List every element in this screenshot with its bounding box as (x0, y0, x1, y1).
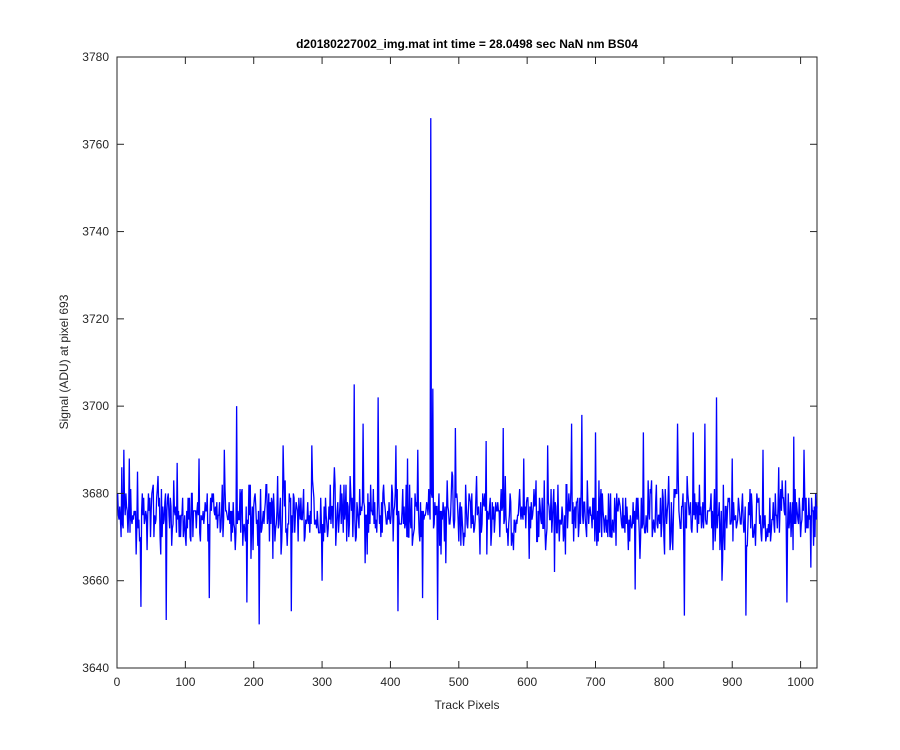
x-tick-label: 0 (114, 675, 121, 689)
x-tick-label: 1000 (787, 675, 814, 689)
chart-title: d20180227002_img.mat int time = 28.0498 … (296, 37, 638, 51)
signal-series-line (117, 118, 818, 625)
x-axis-label: Track Pixels (435, 698, 500, 712)
y-tick-label: 3720 (82, 312, 109, 326)
x-tick-label: 100 (175, 675, 195, 689)
x-tick-label: 400 (380, 675, 400, 689)
x-tick-label: 900 (722, 675, 742, 689)
x-tick-label: 300 (312, 675, 332, 689)
y-tick-label: 3780 (82, 50, 109, 64)
x-tick-label: 700 (586, 675, 606, 689)
y-tick-label: 3740 (82, 225, 109, 239)
y-tick-label: 3640 (82, 661, 109, 675)
x-tick-label: 500 (449, 675, 469, 689)
y-tick-label: 3700 (82, 399, 109, 413)
x-tick-label: 200 (244, 675, 264, 689)
series-group (117, 118, 818, 625)
y-tick-label: 3760 (82, 137, 109, 151)
y-tick-label: 3680 (82, 486, 109, 500)
tick-group: 0 100 200 300 400 500 600 700 800 900 1000 3640 3660… (82, 50, 817, 689)
y-axis-label: Signal (ADU) at pixel 693 (57, 294, 71, 429)
x-tick-label: 600 (517, 675, 537, 689)
plot-frame (116, 56, 818, 669)
y-tick-label: 3660 (82, 574, 109, 588)
plot-area: 0 100 200 300 400 500 600 700 800 900 1000 3640 3660… (82, 50, 818, 689)
x-tick-label: 800 (654, 675, 674, 689)
